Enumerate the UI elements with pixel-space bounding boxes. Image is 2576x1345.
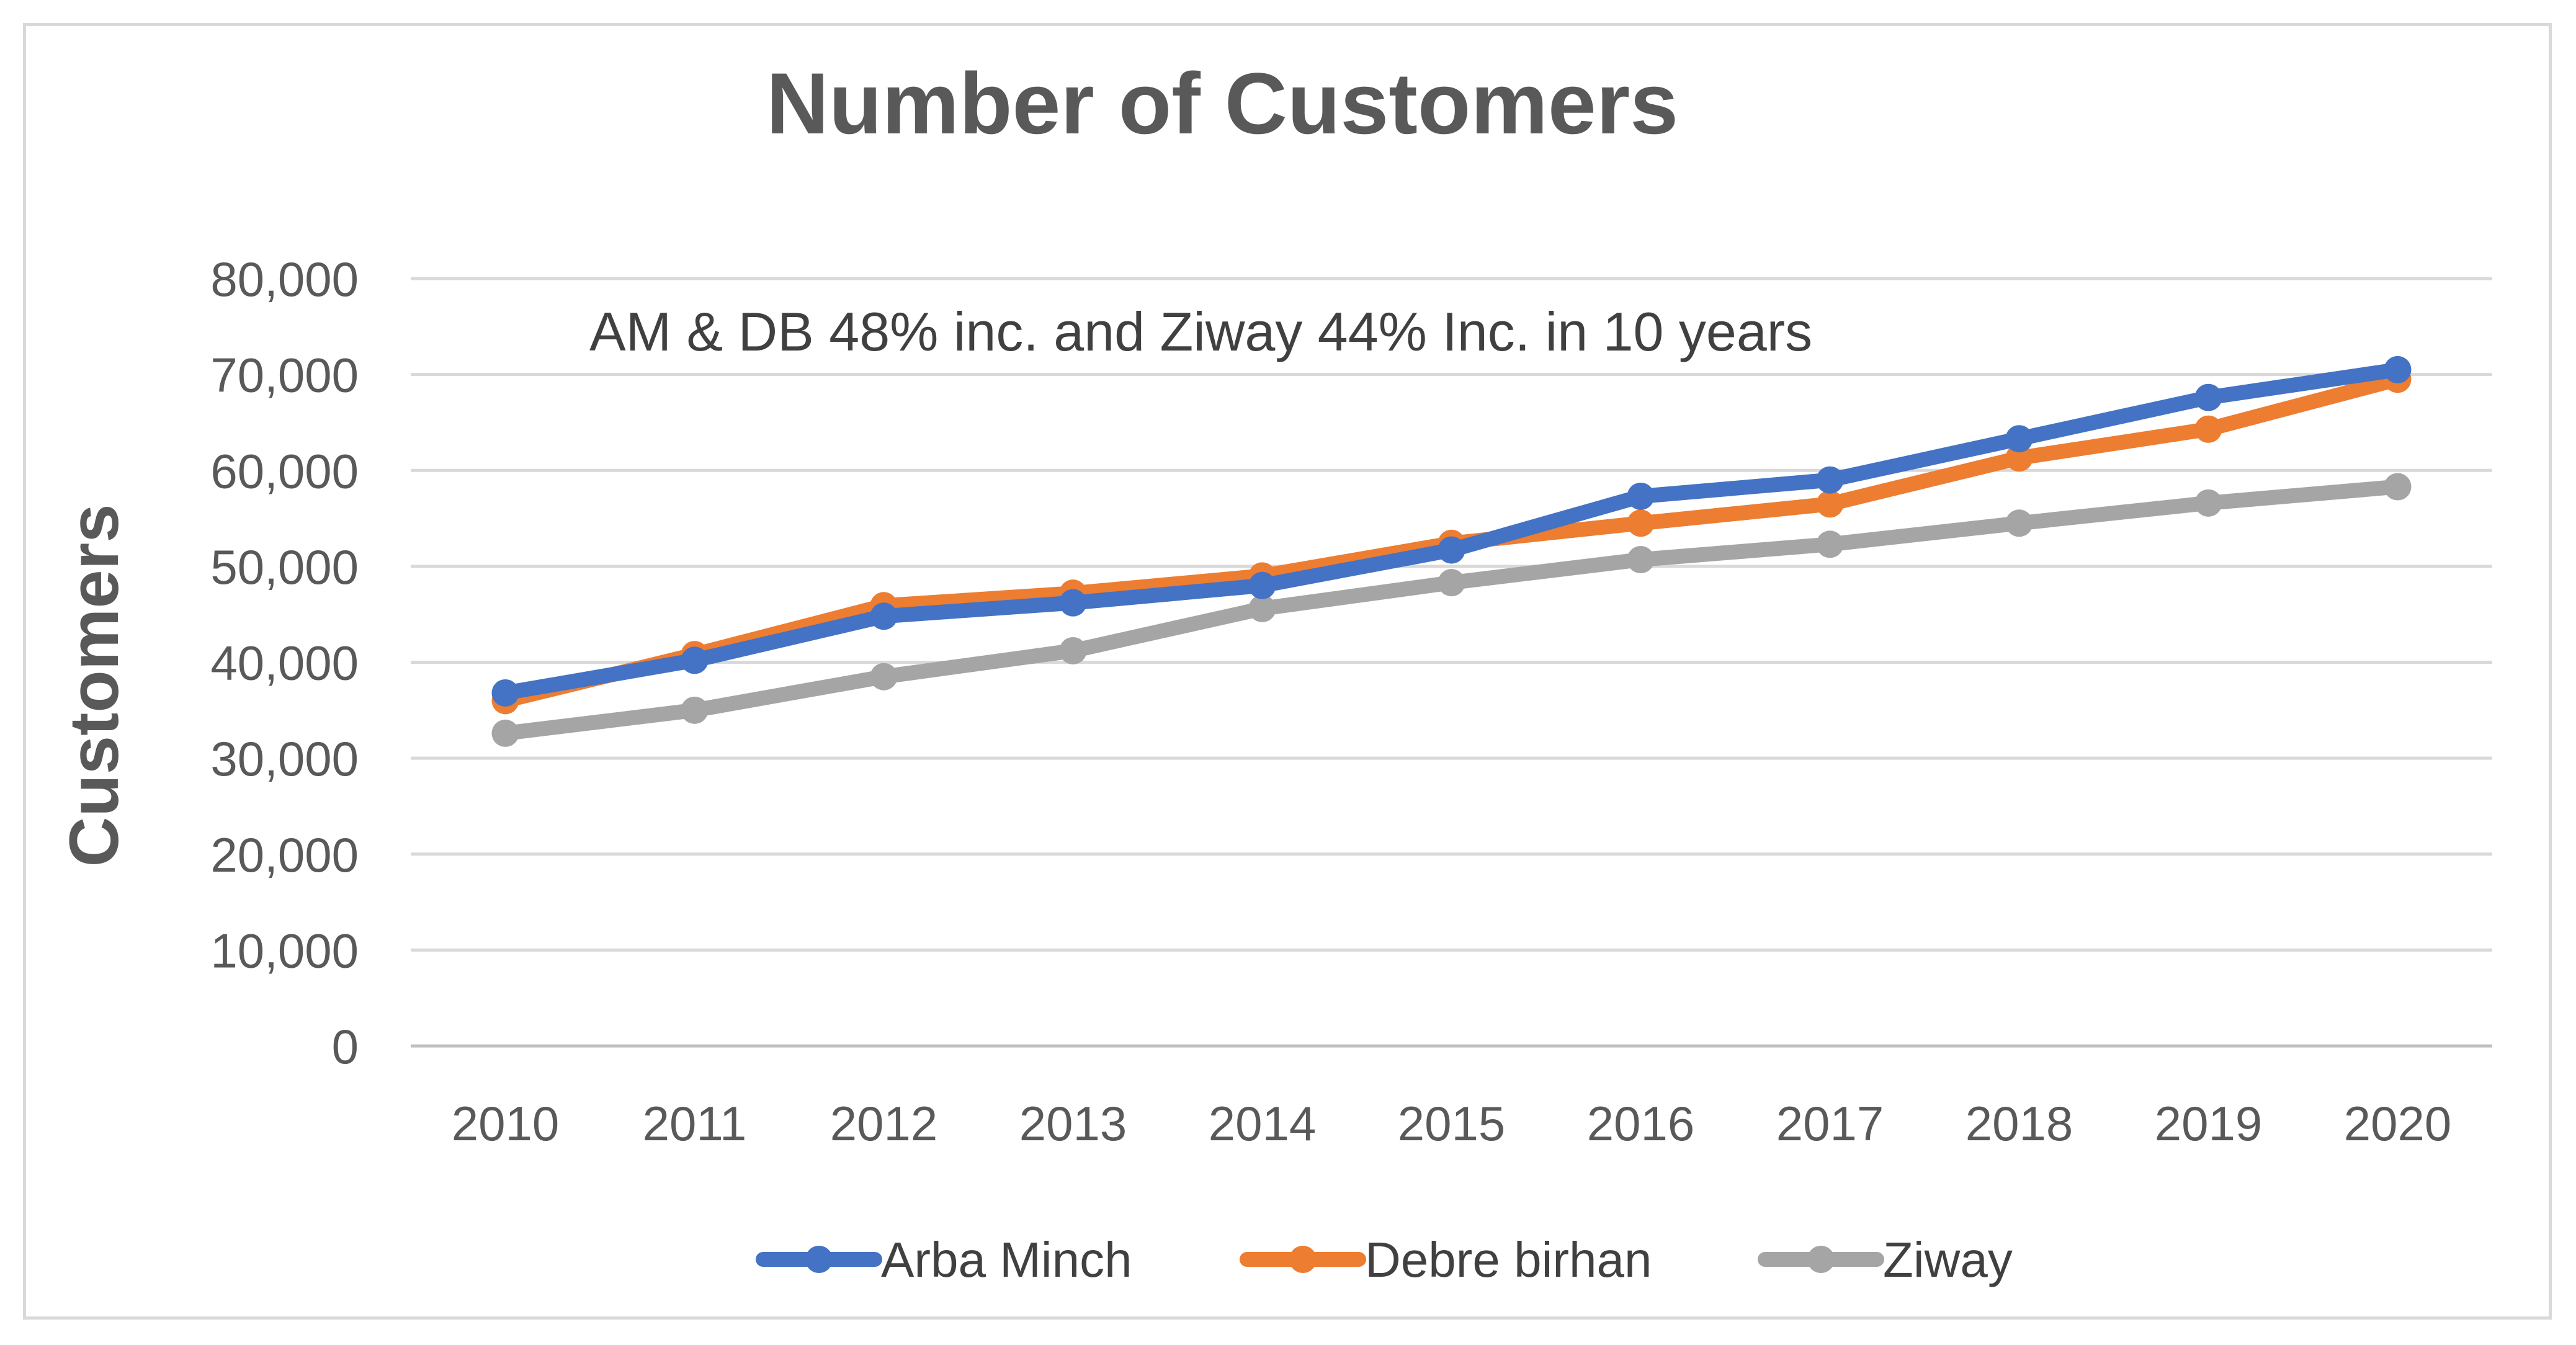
y-tick-label: 60,000 [210, 444, 359, 498]
legend-label: Ziway [1883, 1232, 2013, 1287]
x-tick-label: 2014 [1209, 1096, 1317, 1151]
y-tick-label: 10,000 [210, 923, 359, 978]
legend-swatch-marker [805, 1246, 833, 1273]
x-tick-label: 2016 [1587, 1096, 1695, 1151]
y-tick-label: 20,000 [210, 828, 359, 882]
x-tick-label: 2017 [1776, 1096, 1884, 1151]
data-point [1248, 571, 1276, 599]
chart-annotation: AM & DB 48% inc. and Ziway 44% Inc. in 1… [589, 301, 1812, 362]
data-point [1438, 569, 1465, 597]
data-point [491, 719, 519, 747]
legend-item-debre-birhan[interactable]: Debre birhan [1240, 1232, 1652, 1287]
series-ziway [491, 473, 2412, 747]
x-tick-label: 2013 [1019, 1096, 1127, 1151]
legend-swatch-marker [1289, 1246, 1317, 1273]
data-point [870, 602, 898, 630]
y-tick-label: 70,000 [210, 348, 359, 403]
legend-item-arba-minch[interactable]: Arba Minch [756, 1232, 1132, 1287]
data-point [2194, 415, 2222, 443]
x-tick-label: 2012 [830, 1096, 938, 1151]
data-point [681, 646, 709, 674]
data-point [870, 663, 898, 690]
y-tick-label: 80,000 [210, 252, 359, 306]
data-point [1627, 546, 1655, 574]
data-point [1816, 490, 1844, 518]
data-point [491, 679, 519, 707]
y-tick-label: 40,000 [210, 636, 359, 690]
data-point [2384, 473, 2412, 501]
data-point [1438, 536, 1465, 564]
chart-frame [23, 23, 2552, 1320]
y-axis-ticks: 0 10,000 20,000 30,000 40,000 50,000 60,000 70,… [210, 252, 359, 1074]
x-tick-label: 2010 [452, 1096, 560, 1151]
legend-label: Arba Minch [881, 1232, 1132, 1287]
data-point [2194, 383, 2222, 411]
x-tick-label: 2011 [643, 1096, 747, 1151]
legend-swatch-marker [1807, 1246, 1835, 1273]
series-arba-minch [491, 355, 2412, 707]
data-point [2005, 425, 2033, 453]
legend-label: Debre birhan [1365, 1232, 1652, 1287]
chart-title: Number of Customers [766, 55, 1678, 152]
data-point [1627, 482, 1655, 510]
data-point [1059, 637, 1087, 664]
y-tick-label: 50,000 [210, 540, 359, 594]
gridlines [411, 277, 2492, 1048]
x-tick-label: 2019 [2155, 1096, 2263, 1151]
x-tick-label: 2018 [1966, 1096, 2073, 1151]
data-point [1627, 509, 1655, 537]
y-axis-label: Customers [55, 504, 133, 867]
data-point [2384, 355, 2412, 383]
data-point [2005, 444, 2033, 472]
data-point [681, 696, 709, 724]
data-point [2194, 489, 2222, 517]
legend[interactable]: Arba Minch Debre birhan Ziway [756, 1232, 2013, 1287]
x-tick-label: 2020 [2344, 1096, 2452, 1151]
y-tick-label: 0 [332, 1019, 359, 1074]
series-layer [491, 355, 2412, 747]
data-point [1816, 530, 1844, 558]
legend-item-ziway[interactable]: Ziway [1758, 1232, 2013, 1287]
x-tick-label: 2015 [1398, 1096, 1506, 1151]
x-axis-ticks: 2010 2011 2012 2013 2014 2015 2016 2017 2018 2019… [452, 1096, 2452, 1151]
series-line [498, 479, 2405, 741]
data-point [1059, 589, 1087, 617]
data-point [2005, 509, 2033, 537]
y-tick-label: 30,000 [210, 731, 359, 786]
data-point [1248, 594, 1276, 622]
data-point [1816, 466, 1844, 494]
